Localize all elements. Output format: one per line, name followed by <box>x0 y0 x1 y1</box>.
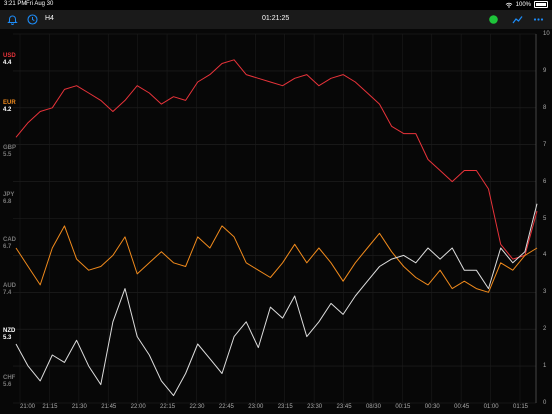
legend-item-jpy[interactable]: JPY 6.8 <box>3 192 14 206</box>
status-time: 3:21 PM <box>4 1 27 7</box>
chart-area[interactable] <box>0 29 552 414</box>
status-bar: 3:21 PM Fri Aug 30 100% <box>0 0 552 10</box>
x-tick-label: 22:45 <box>218 404 234 410</box>
toolbar: H4 01:21:25 <box>0 10 552 29</box>
y-tick-label: 7 <box>543 141 547 148</box>
battery-percent: 100% <box>515 1 531 8</box>
legend-name: CAD <box>3 237 16 243</box>
x-tick-label: 23:45 <box>336 404 352 410</box>
wifi-icon <box>505 2 512 8</box>
y-tick-label: 0 <box>543 400 547 406</box>
x-tick-label: 21:00 <box>20 404 36 410</box>
y-tick-label: 2 <box>543 326 547 333</box>
legend-name: USD <box>3 53 16 59</box>
legend-name: NZD <box>3 328 16 334</box>
legend-value: 7.4 <box>3 290 12 296</box>
y-tick-label: 6 <box>543 178 547 185</box>
legend-item-cad[interactable]: CAD 6.7 <box>3 237 16 251</box>
y-tick-label: 1 <box>543 363 547 370</box>
legend-value: 6.8 <box>3 199 12 205</box>
x-tick-label: 21:15 <box>42 404 58 410</box>
x-tick-label: 22:30 <box>189 404 205 410</box>
legend-item-nzd[interactable]: NZD 5.3 <box>3 328 15 342</box>
legend-name: JPY <box>3 192 15 198</box>
y-tick-label: 9 <box>543 67 547 74</box>
bell-icon[interactable] <box>6 13 19 26</box>
legend-value: 5.5 <box>3 152 12 158</box>
legend-name: GBP <box>3 145 17 151</box>
battery-icon <box>534 1 548 8</box>
more-icon[interactable] <box>532 13 545 26</box>
x-tick-label: 00:15 <box>395 404 411 410</box>
legend-item-chf[interactable]: CHF 5.6 <box>3 375 15 389</box>
toolbar-clock: 01:21:25 <box>262 15 290 22</box>
legend-name: CHF <box>3 375 16 381</box>
y-tick-label: 4 <box>543 252 547 259</box>
legend-item-usd[interactable]: USD 4.4 <box>3 53 16 67</box>
legend-value: 5.6 <box>3 382 12 388</box>
legend-value: 5.3 <box>3 335 12 341</box>
x-tick-label: 01:15 <box>513 404 529 410</box>
legend-item-gbp[interactable]: GBP 5.5 <box>3 145 16 159</box>
x-tick-label: 23:30 <box>307 404 323 410</box>
y-tick-label: 3 <box>543 289 547 296</box>
legend-item-eur[interactable]: EUR 4.2 <box>3 100 16 114</box>
x-tick-label: 23:15 <box>277 404 293 410</box>
legend-value: 4.4 <box>3 60 12 66</box>
status-dot-icon <box>489 15 498 24</box>
x-tick-label: 00:30 <box>424 404 440 410</box>
y-tick-label: 8 <box>543 104 547 111</box>
y-tick-label: 5 <box>543 215 547 222</box>
legend-name: AUD <box>3 283 16 289</box>
x-tick-label: 00:45 <box>454 404 470 410</box>
x-tick-label: 23:00 <box>248 404 264 410</box>
legend-value: 6.7 <box>3 244 12 250</box>
x-tick-label: 21:30 <box>71 404 87 410</box>
chart-trend-icon[interactable] <box>511 13 524 26</box>
x-tick-label: 21:45 <box>101 404 117 410</box>
legend-name: EUR <box>3 100 16 106</box>
x-tick-label: 08/30 <box>365 404 381 410</box>
status-date: Fri Aug 30 <box>26 1 54 7</box>
x-tick-label: 01:00 <box>483 404 499 410</box>
y-tick-label: 10 <box>543 31 550 37</box>
timeframe-button[interactable]: H4 <box>45 15 54 22</box>
x-tick-label: 22:00 <box>130 404 146 410</box>
clock-icon[interactable] <box>26 13 39 26</box>
legend-item-aud[interactable]: AUD 7.4 <box>3 283 16 297</box>
legend-value: 4.2 <box>3 107 12 113</box>
status-right: 100% <box>505 1 548 8</box>
x-tick-label: 22:15 <box>160 404 176 410</box>
